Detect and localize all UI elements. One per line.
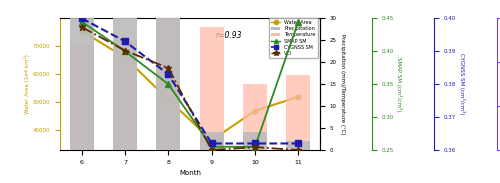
- Bar: [113, 40, 137, 150]
- Bar: [156, 0, 180, 150]
- Y-axis label: Water Area (1e4 km²): Water Area (1e4 km²): [24, 54, 30, 114]
- Bar: [286, 75, 310, 150]
- Bar: [286, 141, 310, 150]
- Text: r=0.93: r=0.93: [216, 31, 242, 40]
- X-axis label: Month: Month: [179, 170, 201, 176]
- Y-axis label: SMAP SM (cm³/cm³): SMAP SM (cm³/cm³): [396, 57, 402, 111]
- Bar: [243, 132, 267, 150]
- Bar: [70, 0, 94, 150]
- Bar: [113, 0, 137, 150]
- Bar: [200, 132, 224, 150]
- Y-axis label: Precipitation (mm)/Temperature (°C): Precipitation (mm)/Temperature (°C): [340, 34, 345, 135]
- Legend: Water Area, Precipitation, Temperature, SMAP SM, CYGNSS SM, VCI: Water Area, Precipitation, Temperature, …: [268, 18, 318, 58]
- Bar: [156, 18, 180, 150]
- Bar: [243, 84, 267, 150]
- Y-axis label: CYGNSS SM (cm³/cm³): CYGNSS SM (cm³/cm³): [458, 53, 464, 115]
- Bar: [200, 27, 224, 150]
- Bar: [70, 45, 94, 150]
